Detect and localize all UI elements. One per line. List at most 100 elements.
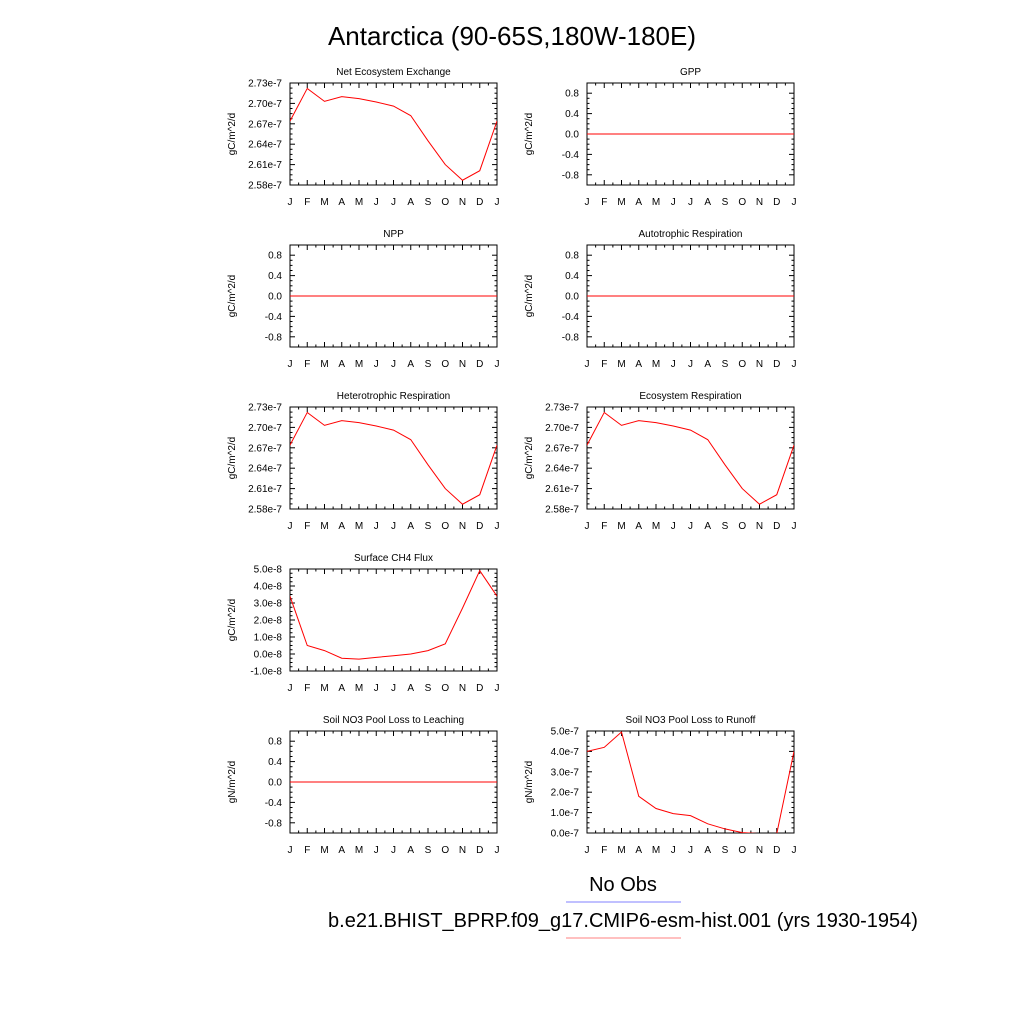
- x-tick-label: J: [585, 359, 590, 370]
- y-axis-label: gN/m^2/d: [524, 761, 535, 804]
- x-tick-label: M: [617, 359, 625, 370]
- x-tick-label: F: [601, 359, 607, 370]
- y-tick-label: 0.0: [268, 292, 282, 303]
- x-tick-label: J: [688, 359, 693, 370]
- x-tick-label: A: [635, 359, 642, 370]
- y-tick-label: 5.0e-8: [254, 565, 283, 576]
- y-tick-label: -0.4: [265, 798, 283, 809]
- x-tick-label: J: [495, 359, 500, 370]
- x-tick-label: J: [688, 845, 693, 856]
- x-tick-label: O: [738, 197, 746, 208]
- panel-title: Heterotrophic Respiration: [337, 391, 450, 402]
- y-axis-label: gN/m^2/d: [227, 761, 238, 804]
- y-tick-label: 5.0e-7: [551, 727, 580, 738]
- x-tick-label: A: [407, 197, 414, 208]
- x-tick-label: M: [355, 521, 363, 532]
- series-line: [290, 87, 497, 181]
- y-tick-label: 0.4: [268, 271, 282, 282]
- x-tick-label: M: [355, 845, 363, 856]
- y-tick-label: 4.0e-7: [551, 747, 580, 758]
- y-tick-label: 2.0e-8: [254, 616, 283, 627]
- x-tick-label: M: [320, 845, 328, 856]
- x-tick-label: O: [441, 359, 449, 370]
- x-tick-label: J: [391, 359, 396, 370]
- y-tick-label: 1.0e-8: [254, 633, 283, 644]
- x-tick-label: N: [459, 683, 466, 694]
- x-tick-label: S: [425, 683, 432, 694]
- y-tick-label: 0.0: [565, 292, 579, 303]
- x-tick-label: M: [355, 683, 363, 694]
- x-tick-label: A: [704, 359, 711, 370]
- y-tick-label: 3.0e-8: [254, 599, 283, 610]
- x-tick-label: M: [617, 521, 625, 532]
- y-tick-label: 2.58e-7: [248, 181, 282, 192]
- x-tick-label: J: [495, 521, 500, 532]
- panel-title: NPP: [383, 229, 404, 240]
- legend-label-no-obs: No Obs: [589, 874, 657, 896]
- y-tick-label: 2.73e-7: [248, 403, 282, 414]
- x-tick-label: F: [304, 683, 310, 694]
- x-tick-label: J: [671, 845, 676, 856]
- x-tick-label: N: [756, 845, 763, 856]
- x-tick-label: A: [338, 359, 345, 370]
- y-tick-label: 2.70e-7: [545, 423, 579, 434]
- x-tick-label: S: [425, 845, 432, 856]
- figure-title: Antarctica (90-65S,180W-180E): [328, 21, 696, 51]
- x-tick-label: A: [338, 197, 345, 208]
- x-tick-label: O: [738, 359, 746, 370]
- x-tick-label: J: [792, 359, 797, 370]
- y-tick-label: 2.70e-7: [248, 423, 282, 434]
- y-axis-label: gC/m^2/d: [524, 437, 535, 480]
- y-tick-label: -0.4: [562, 312, 580, 323]
- x-tick-label: O: [738, 521, 746, 532]
- x-tick-label: J: [391, 683, 396, 694]
- x-tick-label: M: [355, 359, 363, 370]
- x-tick-label: J: [495, 197, 500, 208]
- y-tick-label: 2.70e-7: [248, 99, 282, 110]
- y-axis-label: gC/m^2/d: [227, 113, 238, 156]
- x-tick-label: J: [671, 197, 676, 208]
- y-tick-label: -0.4: [265, 312, 283, 323]
- x-tick-label: M: [652, 845, 660, 856]
- x-tick-label: D: [773, 197, 780, 208]
- y-tick-label: 4.0e-8: [254, 582, 283, 593]
- x-tick-label: N: [459, 521, 466, 532]
- y-tick-label: 2.73e-7: [248, 79, 282, 90]
- y-tick-label: 2.67e-7: [248, 443, 282, 454]
- x-tick-label: S: [722, 521, 729, 532]
- x-tick-label: J: [585, 197, 590, 208]
- x-tick-label: A: [407, 521, 414, 532]
- x-tick-label: D: [773, 521, 780, 532]
- y-tick-label: 0.8: [565, 89, 579, 100]
- x-tick-label: M: [652, 359, 660, 370]
- x-tick-label: A: [635, 521, 642, 532]
- y-tick-label: 0.0e-8: [254, 650, 283, 661]
- x-tick-label: M: [652, 521, 660, 532]
- legend-label-model: b.e21.BHIST_BPRP.f09_g17.CMIP6-esm-hist.…: [328, 910, 918, 932]
- x-tick-label: A: [635, 845, 642, 856]
- x-tick-label: D: [476, 359, 483, 370]
- series-line: [290, 411, 497, 505]
- series-line: [587, 411, 794, 505]
- y-tick-label: 0.0e-7: [551, 829, 580, 840]
- x-tick-label: J: [288, 683, 293, 694]
- x-tick-label: A: [704, 845, 711, 856]
- y-axis-label: gC/m^2/d: [227, 437, 238, 480]
- y-tick-label: 0.8: [268, 737, 282, 748]
- x-tick-label: O: [441, 197, 449, 208]
- y-tick-label: -0.4: [562, 150, 580, 161]
- x-tick-label: F: [601, 845, 607, 856]
- x-tick-label: J: [792, 845, 797, 856]
- x-tick-label: F: [304, 197, 310, 208]
- x-tick-label: J: [374, 521, 379, 532]
- x-tick-label: D: [476, 683, 483, 694]
- x-tick-label: A: [407, 845, 414, 856]
- x-tick-label: N: [756, 521, 763, 532]
- x-tick-label: F: [601, 197, 607, 208]
- x-tick-label: J: [288, 845, 293, 856]
- x-tick-label: A: [635, 197, 642, 208]
